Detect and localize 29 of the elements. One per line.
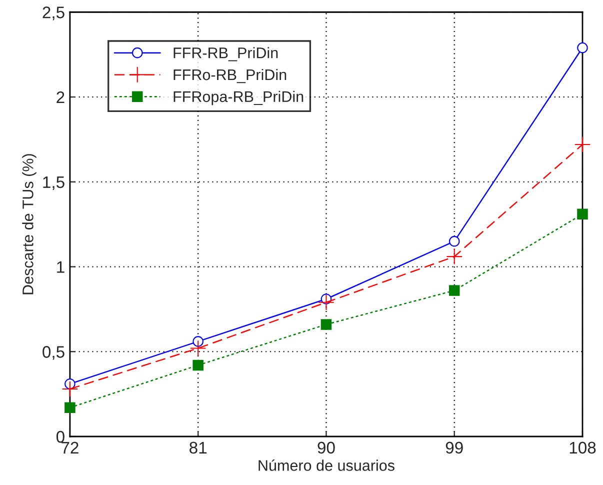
point (448, 236, 460, 247)
x-tick-label: 81 (190, 442, 207, 454)
point (318, 294, 334, 311)
point (446, 248, 463, 265)
y-tick-label: 2 (56, 91, 64, 104)
x-tick-label: 90 (318, 442, 335, 454)
point (320, 319, 332, 330)
point (190, 340, 206, 356)
y-tick-label: 1,5 (43, 176, 64, 190)
point (577, 208, 588, 220)
point (62, 380, 78, 398)
x-axis-title: Número de usuarios (258, 459, 394, 471)
x-tick-label: 72 (62, 442, 78, 454)
x-tick-label: 99 (446, 442, 463, 454)
legend-label: FFRopa-RB_PriDin (174, 90, 304, 106)
y-tick-label: 0 (56, 430, 64, 443)
y-tick-label: 2,5 (42, 6, 64, 20)
point (448, 285, 460, 296)
point (64, 402, 76, 414)
x-tick-label: 108 (570, 442, 596, 454)
point (192, 360, 204, 371)
point (574, 136, 591, 153)
legend-label: FFRo-RB_PriDin (174, 68, 286, 84)
y-axis-title: Descarte de TUs (%) (22, 154, 36, 294)
y-tick-label: 1 (57, 261, 64, 273)
point (577, 42, 588, 54)
y-tick-label: 0,5 (42, 346, 64, 360)
point (192, 336, 204, 347)
legend-label: FFR-RB_PriDin (174, 47, 278, 62)
